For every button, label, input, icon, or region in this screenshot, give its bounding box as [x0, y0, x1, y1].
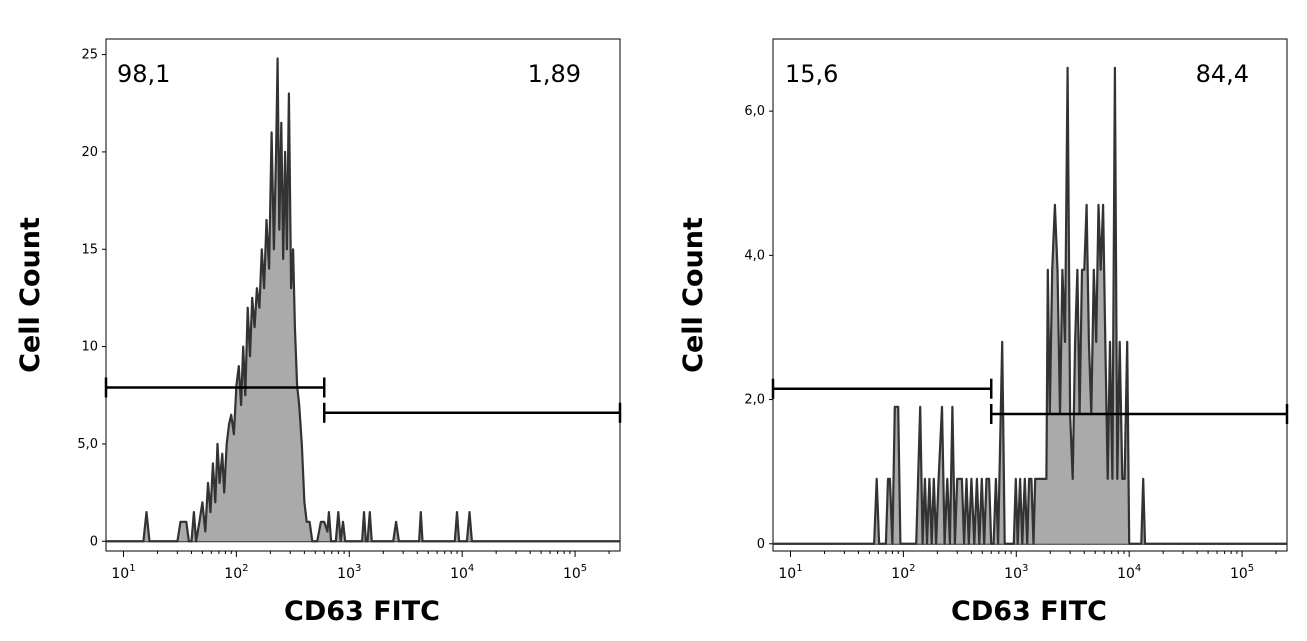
y-tick-label: 0 [757, 537, 765, 552]
histogram-panel-left: 0 5,0 10 15 20 25 101 102 103 104 105 98,1 1,89 C… [15, 38, 622, 627]
y-tick-label: 15 [81, 242, 98, 257]
x-tick-label: 101 [111, 563, 135, 582]
y-tick-label: 5,0 [77, 437, 98, 452]
x-axis: 101 102 103 104 105 [778, 551, 1277, 582]
y-axis-title: Cell Count [15, 217, 46, 373]
gates [771, 378, 1289, 424]
gate-right-label: 1,89 [528, 60, 581, 88]
y-axis: 0 2,0 4,0 6,0 [744, 104, 773, 552]
gate-left-label: 15,6 [785, 60, 838, 88]
gates [104, 377, 622, 423]
y-axis-title: Cell Count [678, 217, 709, 373]
histogram-fill [106, 58, 620, 542]
y-tick-label: 4,0 [744, 248, 765, 263]
x-tick-label: 104 [1117, 563, 1141, 582]
histogram-fill [773, 67, 1287, 544]
histogram-series [106, 57, 620, 543]
histogram-outline [106, 57, 620, 543]
y-tick-label: 2,0 [744, 393, 765, 408]
gate-left-label: 98,1 [117, 60, 170, 88]
histogram-panel-right: 0 2,0 4,0 6,0 101 102 103 104 105 15,6 84,4 Cel… [678, 38, 1289, 627]
histogram-series [773, 66, 1287, 545]
y-axis: 0 5,0 10 15 20 25 [77, 48, 106, 549]
y-tick-label: 25 [81, 48, 98, 63]
x-tick-label: 102 [891, 563, 915, 582]
histogram-outline [773, 66, 1287, 545]
x-tick-label: 103 [337, 563, 361, 582]
x-tick-label: 103 [1004, 563, 1028, 582]
plot-frame [772, 38, 1288, 552]
x-tick-label: 102 [224, 563, 248, 582]
gate-right-label: 84,4 [1196, 60, 1249, 88]
y-tick-label: 10 [81, 340, 98, 355]
y-tick-label: 6,0 [744, 104, 765, 119]
x-tick-label: 105 [563, 563, 587, 582]
plot-frame [105, 38, 621, 552]
x-tick-label: 101 [778, 563, 802, 582]
x-axis-title: CD63 FITC [951, 596, 1107, 627]
x-axis: 101 102 103 104 105 [111, 551, 610, 582]
y-tick-label: 20 [81, 145, 98, 160]
x-axis-title: CD63 FITC [284, 596, 440, 627]
x-tick-label: 105 [1230, 563, 1254, 582]
x-tick-label: 104 [450, 563, 474, 582]
y-tick-label: 0 [90, 534, 98, 549]
